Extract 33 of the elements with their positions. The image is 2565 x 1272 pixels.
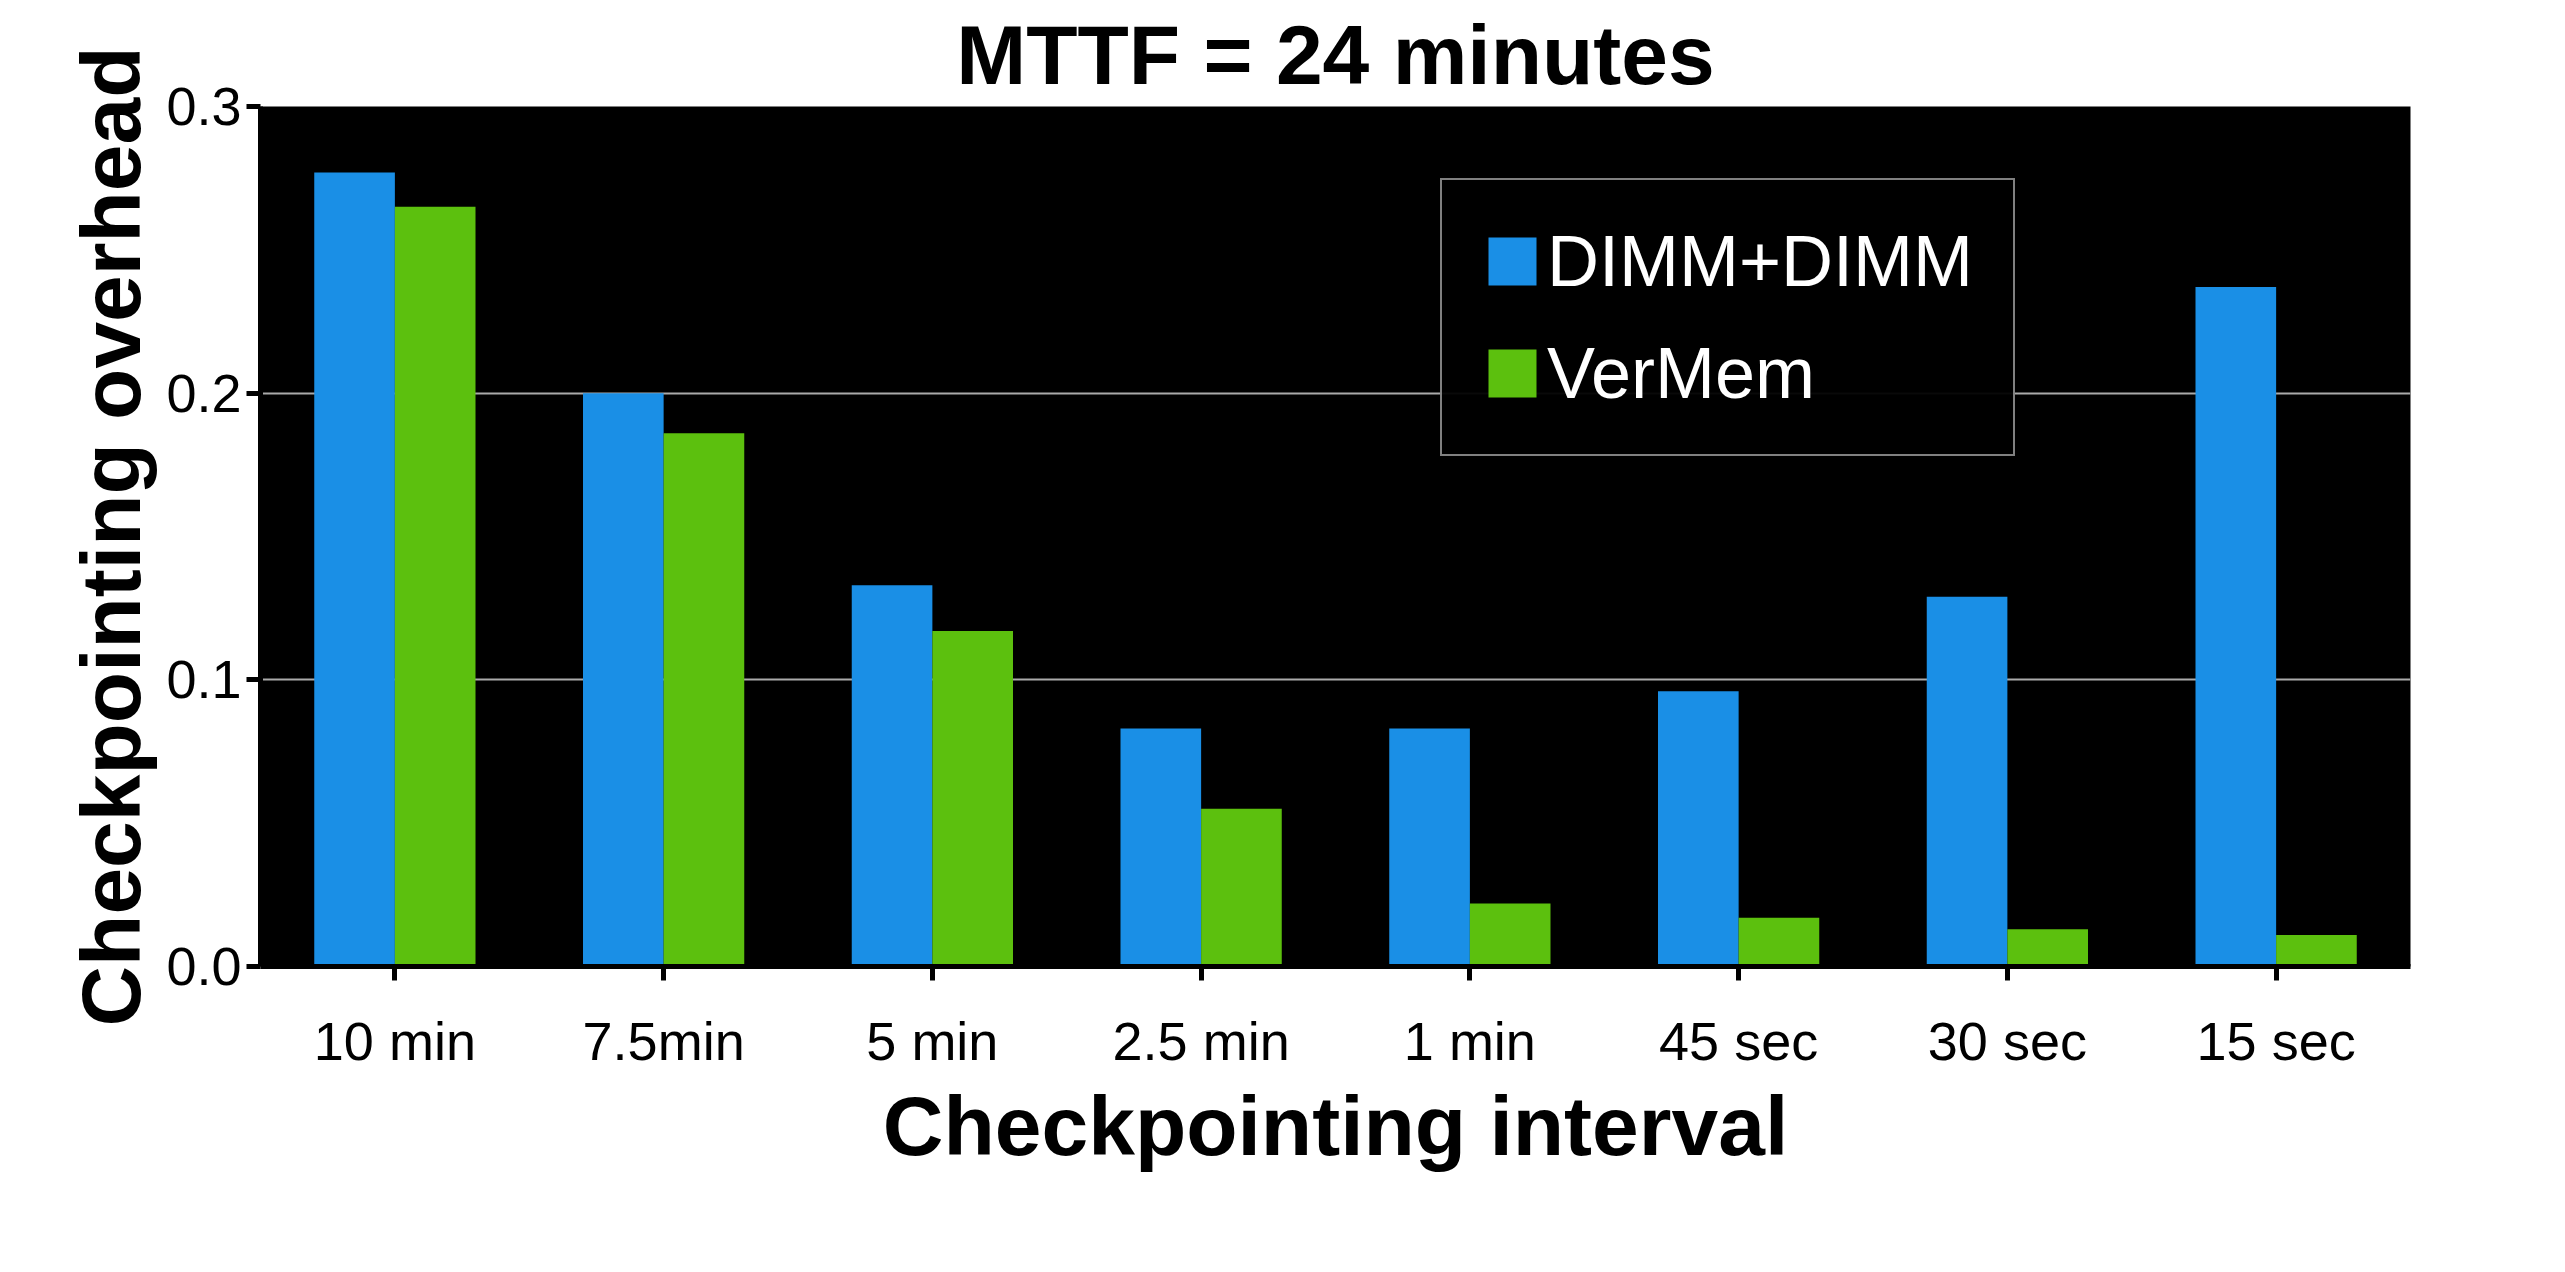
bar [394,206,476,967]
x-tick-label: 10 min [313,1010,476,1071]
y-tick-label: 0.3 [166,76,242,136]
x-tick-label: 7.5min [582,1010,745,1071]
legend-label: DIMM+DIMM [1547,220,1973,302]
bar [1120,728,1202,967]
bar [1738,917,1820,967]
x-tick-label: 5 min [866,1010,999,1071]
bar [1389,728,1470,967]
bar [314,172,395,967]
x-tick-label: 2.5 min [1112,1010,1290,1071]
bar [583,393,664,967]
bar [2007,929,2088,967]
legend-label: VerMem [1547,332,1816,414]
x-tick-label: 15 sec [2196,1010,2356,1071]
bar [2195,287,2277,967]
y-tick-label: 0.1 [166,649,242,710]
bar [1926,596,2008,967]
y-tick-label: 0.2 [166,362,242,423]
x-tick-label: 45 sec [1659,1010,1819,1071]
x-tick-label: 30 sec [1927,1010,2087,1071]
bar [1201,808,1282,967]
bar [1469,903,1551,967]
y-tick-label: 0.0 [166,936,242,996]
bar [851,585,933,967]
chart-title: MTTF = 24 minutes [956,7,1715,102]
bar [663,433,745,967]
bar [2276,934,2357,967]
bar [1658,691,1739,967]
x-axis-title: Checkpointing interval [882,1078,1789,1173]
x-tick-label: 1 min [1403,1010,1536,1071]
bar [932,631,1013,967]
y-axis-title: Checkpointing overhead [64,46,159,1027]
